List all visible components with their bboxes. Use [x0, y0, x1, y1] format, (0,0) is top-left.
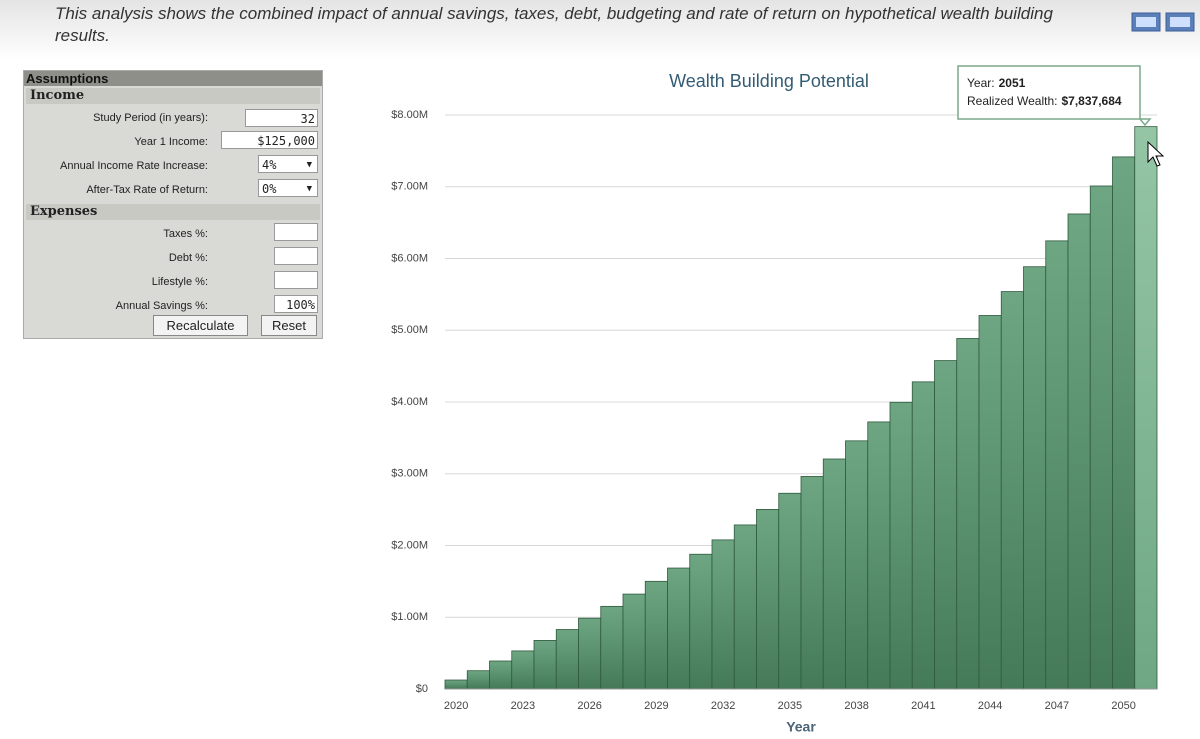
bar [622, 593, 646, 690]
x-tick-label: 2041 [911, 700, 935, 712]
form-row: Taxes %: [24, 222, 322, 246]
select[interactable]: 0% ▼ [258, 179, 318, 197]
form-row: After-Tax Rate of Return: 0% ▼ [24, 178, 322, 202]
panel-title: Assumptions [24, 71, 322, 86]
tooltip-label: Realized Wealth: [967, 94, 1058, 108]
input[interactable] [274, 223, 318, 241]
input[interactable]: 32 [245, 109, 318, 127]
tooltip-box [957, 65, 1152, 127]
x-tick-label: 2026 [577, 700, 601, 712]
tooltip: Year: 2051 Realized Wealth: $7,837,684 [957, 65, 1152, 127]
bar [511, 650, 535, 690]
bar [1112, 156, 1136, 690]
bar [800, 476, 824, 690]
bar [689, 553, 713, 690]
bar [1000, 291, 1024, 690]
bar [644, 580, 668, 690]
y-tick-label: $2.00M [391, 539, 428, 551]
y-tick-label: $3.00M [391, 468, 428, 480]
bar [867, 421, 891, 690]
form-row: Annual Income Rate Increase: 4% ▼ [24, 154, 322, 178]
x-tick-label: 2020 [444, 700, 468, 712]
bar [956, 338, 980, 690]
y-tick-label: $5.00M [391, 324, 428, 336]
x-tick-label: 2047 [1045, 700, 1069, 712]
bar [555, 629, 579, 690]
button[interactable]: Recalculate [153, 315, 248, 336]
y-tick-label: $6.00M [391, 252, 428, 264]
y-tick-label: $4.00M [391, 396, 428, 408]
bar [911, 381, 935, 690]
bar [578, 617, 602, 690]
tooltip-value: 2051 [999, 76, 1026, 90]
form-row: Study Period (in years): 32 [24, 106, 322, 130]
bar [533, 640, 557, 690]
bar [489, 660, 513, 690]
x-tick-label: 2032 [711, 700, 735, 712]
x-tick-label: 2029 [644, 700, 668, 712]
field-label: Debt %: [168, 252, 208, 264]
select[interactable]: 4% ▼ [258, 155, 318, 173]
section-title: Expenses [26, 204, 320, 220]
input[interactable] [274, 271, 318, 289]
bar [1067, 213, 1091, 690]
field-label: Lifestyle %: [151, 276, 208, 288]
y-tick-label: $0 [416, 683, 428, 695]
bar [733, 524, 757, 690]
dropdown-arrow: ▼ [306, 160, 312, 170]
input[interactable]: 100% [274, 295, 318, 313]
bar [667, 567, 691, 690]
chart-title: Wealth Building Potential [669, 71, 869, 91]
bar [934, 360, 958, 690]
y-tick-label: $7.00M [391, 181, 428, 193]
input[interactable]: $125,000 [221, 131, 318, 149]
bar [466, 670, 490, 690]
input[interactable] [274, 247, 318, 265]
form-row: Year 1 Income: $125,000 [24, 130, 322, 154]
tooltip-line: Year: 2051 [967, 76, 1026, 90]
bar [1045, 240, 1069, 690]
form-row: Lifestyle %: [24, 270, 322, 294]
field-label: Study Period (in years): [93, 112, 208, 124]
bar [778, 492, 802, 690]
form-row: Annual Savings %: 100% [24, 294, 322, 318]
bar [600, 605, 624, 690]
dropdown-arrow: ▼ [306, 184, 312, 194]
bar [756, 509, 780, 690]
field-label: Annual Savings %: [115, 300, 208, 312]
bar [978, 315, 1002, 690]
bar [444, 679, 468, 690]
bar [711, 539, 735, 690]
x-tick-label: 2023 [511, 700, 535, 712]
bar [845, 440, 869, 690]
bar [822, 458, 846, 690]
tooltip-label: Year: [967, 76, 995, 90]
field-label: Year 1 Income: [134, 136, 208, 148]
bar [1089, 185, 1113, 690]
section-title: Income [26, 88, 320, 104]
tooltip-line: Realized Wealth: $7,837,684 [967, 94, 1122, 108]
bar [1023, 266, 1047, 690]
y-tick-label: $8.00M [391, 109, 428, 121]
y-tick-label: $1.00M [391, 611, 428, 623]
field-label: After-Tax Rate of Return: [86, 184, 208, 196]
cursor [1147, 140, 1165, 167]
field-label: Taxes %: [163, 228, 208, 240]
assumptions-panel: Assumptions Income Study Period (in years)… [23, 70, 323, 339]
x-tick-label: 2044 [978, 700, 1002, 712]
description: This analysis shows the combined impact … [55, 4, 1053, 45]
tooltip-value: $7,837,684 [1062, 94, 1122, 108]
bar [1134, 126, 1158, 690]
x-tick-label: 2035 [778, 700, 802, 712]
x-tick-label: 2038 [844, 700, 868, 712]
x-tick-label: 2050 [1111, 700, 1135, 712]
button[interactable]: Reset [261, 315, 317, 336]
bar [889, 401, 913, 690]
form-row: Debt %: [24, 246, 322, 270]
x-axis-title: Year [786, 719, 816, 735]
field-label: Annual Income Rate Increase: [60, 160, 208, 172]
view-icons [1131, 12, 1195, 32]
